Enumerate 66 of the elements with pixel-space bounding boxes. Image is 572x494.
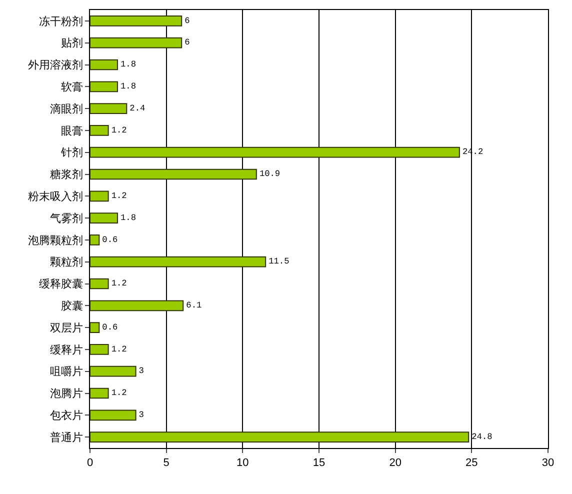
bar [90,37,182,48]
y-tick-label: 气雾剂 [50,212,83,225]
bar [90,16,182,26]
bar [90,103,128,114]
data-label: 10.9 [259,169,280,180]
x-tick-label: 30 [542,457,554,470]
data-label: 1.2 [111,388,127,398]
data-label: 3 [138,410,144,420]
y-tick-label: 普通片 [50,430,83,444]
x-tick-label: 15 [312,457,326,470]
y-tick-label: 眼膏 [60,124,83,138]
data-label: 6 [184,16,190,26]
x-tick-label: 5 [163,457,170,470]
data-label: 1.8 [120,212,136,223]
bar [90,81,118,92]
data-label: 11.5 [268,256,290,267]
data-label: 1.2 [111,344,127,354]
data-label: 2.4 [130,103,146,114]
y-tick-label: 针剂 [60,146,83,160]
y-tick-label: 糖浆剂 [50,168,83,182]
x-tick-label: 25 [466,457,478,470]
data-label: 3 [138,366,144,376]
y-tick-label: 双层片 [50,321,83,334]
data-label: 1.8 [120,82,136,92]
x-tick-label: 10 [236,457,249,470]
y-tick-label: 缓释胶囊 [38,278,83,291]
bar [90,278,109,290]
y-tick-label: 包衣片 [50,409,83,422]
bar [90,59,118,70]
data-label: 0.6 [102,234,118,245]
y-tick-label: 缓释片 [50,343,83,356]
y-tick-label: 咀嚼片 [50,365,83,378]
bar [90,322,100,333]
data-label: 6 [184,38,190,48]
x-tick-label: 20 [389,457,402,470]
y-tick-label: 滴眼剂 [50,102,83,116]
y-tick-label: 颗粒剂 [50,256,83,269]
bar [90,388,109,399]
bar [90,344,109,355]
y-tick-label: 外用溶液剂 [28,58,83,72]
y-tick-label: 泡腾片 [50,387,83,400]
y-tick-label: 胶囊 [60,300,83,312]
bar [90,432,470,442]
data-label: 0.6 [102,322,118,332]
bar [90,125,109,136]
y-tick-label: 贴剂 [60,36,83,50]
x-tick-label: 0 [86,457,94,470]
bar [90,190,109,202]
y-tick-label: 泡腾颗粒剂 [28,234,83,247]
bar [90,410,136,421]
bar [90,168,257,180]
bar [90,366,136,377]
y-tick-label: 软膏 [60,80,83,94]
bar [90,146,460,158]
data-label: 1.2 [111,125,127,136]
bar [90,300,184,312]
data-label: 1.8 [120,60,136,70]
data-label: 1.2 [111,278,127,289]
y-tick-label: 冻干粉剂 [38,14,83,28]
data-label: 24.8 [472,432,492,442]
data-label: 6.1 [186,300,202,310]
bar [90,234,100,246]
data-label: 1.2 [111,191,127,201]
bar [90,212,118,224]
y-tick-label: 粉末吸入剂 [28,190,83,203]
bar [90,256,266,268]
